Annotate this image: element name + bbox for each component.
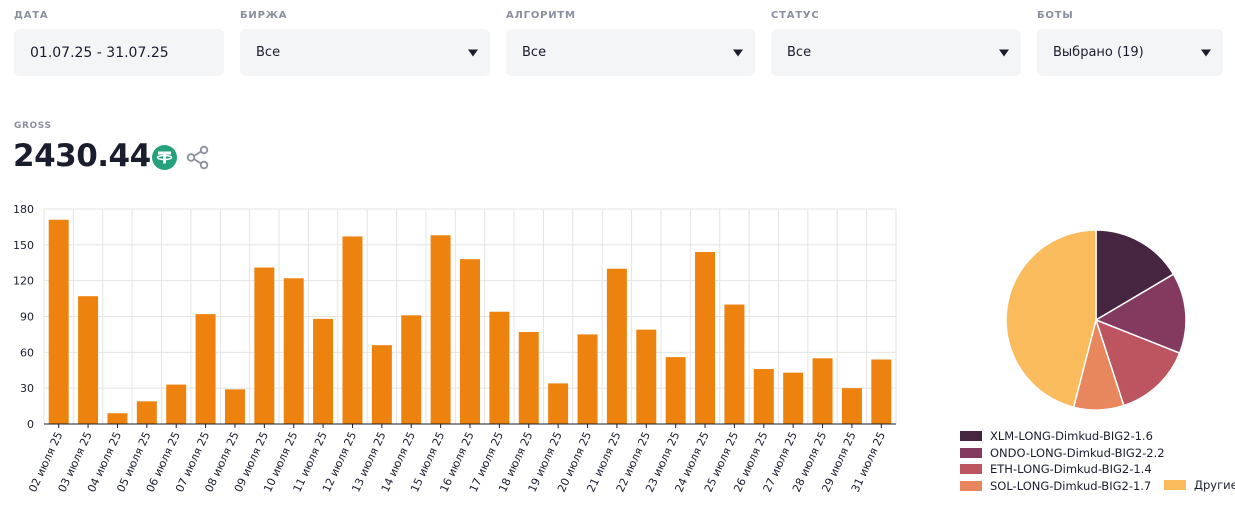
bar[interactable]	[724, 304, 745, 424]
legend-swatch	[960, 480, 982, 491]
y-tick-label: 0	[27, 418, 34, 431]
legend-item[interactable]: SOL-LONG-Dimkud-BIG2-1.7	[960, 478, 1165, 495]
bar[interactable]	[871, 359, 892, 425]
legend-item[interactable]: ETH-LONG-Dimkud-BIG2-1.4	[960, 461, 1165, 478]
pie-slice[interactable]	[1005, 229, 1097, 409]
bar[interactable]	[812, 358, 833, 424]
legend-swatch	[960, 464, 982, 475]
bar[interactable]	[753, 369, 774, 424]
bar[interactable]	[136, 401, 157, 424]
bar[interactable]	[283, 278, 304, 424]
legend-label: ETH-LONG-Dimkud-BIG2-1.4	[990, 462, 1152, 477]
date-range-input[interactable]: 01.07.25 - 31.07.25	[14, 29, 224, 76]
bar[interactable]	[841, 388, 862, 424]
bar[interactable]	[342, 236, 363, 424]
bar[interactable]	[78, 296, 99, 424]
bar[interactable]	[254, 267, 275, 424]
chevron-down-icon	[999, 49, 1009, 56]
bar[interactable]	[577, 334, 598, 424]
bar[interactable]	[606, 268, 627, 424]
pie-slice[interactable]	[1094, 273, 1187, 355]
gross-label: GROSS	[14, 121, 52, 131]
bar[interactable]	[695, 252, 716, 424]
chevron-down-icon	[1201, 49, 1211, 56]
bar[interactable]	[313, 318, 334, 424]
filter-label-algorithm: АЛГОРИТМ	[506, 10, 576, 21]
y-tick-label: 120	[13, 275, 34, 288]
algorithm-select-value: Все	[522, 45, 547, 60]
date-range-value: 01.07.25 - 31.07.25	[30, 44, 169, 61]
legend-item[interactable]: XLM-LONG-Dimkud-BIG2-1.6	[960, 428, 1165, 445]
bar[interactable]	[107, 413, 128, 424]
share-icon[interactable]	[186, 145, 210, 170]
y-tick-label: 60	[20, 346, 34, 359]
gross-value: 2430.44	[13, 138, 151, 174]
status-select[interactable]: Все	[771, 29, 1021, 76]
bots-pie-chart	[1005, 229, 1187, 411]
filter-label-status: СТАТУС	[771, 10, 820, 21]
legend-label: XLM-LONG-Dimkud-BIG2-1.6	[990, 429, 1153, 444]
bots-select[interactable]: Выбрано (19)	[1037, 29, 1223, 76]
filter-label-bots: БОТЫ	[1037, 10, 1074, 21]
algorithm-select[interactable]: Все	[506, 29, 755, 76]
y-tick-label: 180	[13, 203, 34, 216]
pie-legend: XLM-LONG-Dimkud-BIG2-1.6 ONDO-LONG-Dimku…	[960, 428, 1165, 494]
bar[interactable]	[636, 329, 657, 424]
legend-swatch	[960, 447, 982, 458]
exchange-select[interactable]: Все	[240, 29, 490, 76]
filter-label-exchange: БИРЖА	[240, 10, 288, 21]
bar[interactable]	[783, 372, 804, 424]
legend-item[interactable]: ONDO-LONG-Dimkud-BIG2-2.2	[960, 445, 1165, 462]
pie-slice[interactable]	[1095, 229, 1175, 322]
bar[interactable]	[430, 235, 451, 424]
chevron-down-icon	[733, 49, 743, 56]
bar[interactable]	[460, 259, 480, 424]
y-tick-label: 30	[20, 382, 34, 395]
filter-label-date: ДАТА	[14, 10, 49, 21]
exchange-select-value: Все	[256, 45, 281, 60]
chevron-down-icon	[468, 49, 478, 56]
legend-item[interactable]: Другие	[1164, 478, 1235, 492]
bar[interactable]	[224, 389, 245, 424]
legend-label: SOL-LONG-Dimkud-BIG2-1.7	[990, 478, 1152, 493]
bar[interactable]	[401, 315, 422, 424]
bar[interactable]	[48, 219, 69, 424]
y-tick-label: 150	[13, 239, 34, 252]
bar[interactable]	[665, 357, 686, 424]
bar[interactable]	[195, 314, 216, 424]
tether-icon	[152, 145, 177, 170]
legend-label: ONDO-LONG-Dimkud-BIG2-2.2	[990, 445, 1165, 460]
y-tick-label: 90	[20, 311, 34, 324]
bar[interactable]	[371, 345, 392, 424]
bots-select-value: Выбрано (19)	[1053, 45, 1144, 60]
bar[interactable]	[518, 332, 539, 424]
status-select-value: Все	[787, 45, 812, 60]
bar[interactable]	[548, 383, 569, 424]
bar[interactable]	[489, 311, 510, 424]
legend-swatch	[1164, 480, 1186, 490]
legend-swatch	[960, 431, 982, 442]
bar[interactable]	[166, 384, 187, 424]
legend-label: Другие	[1194, 478, 1235, 492]
